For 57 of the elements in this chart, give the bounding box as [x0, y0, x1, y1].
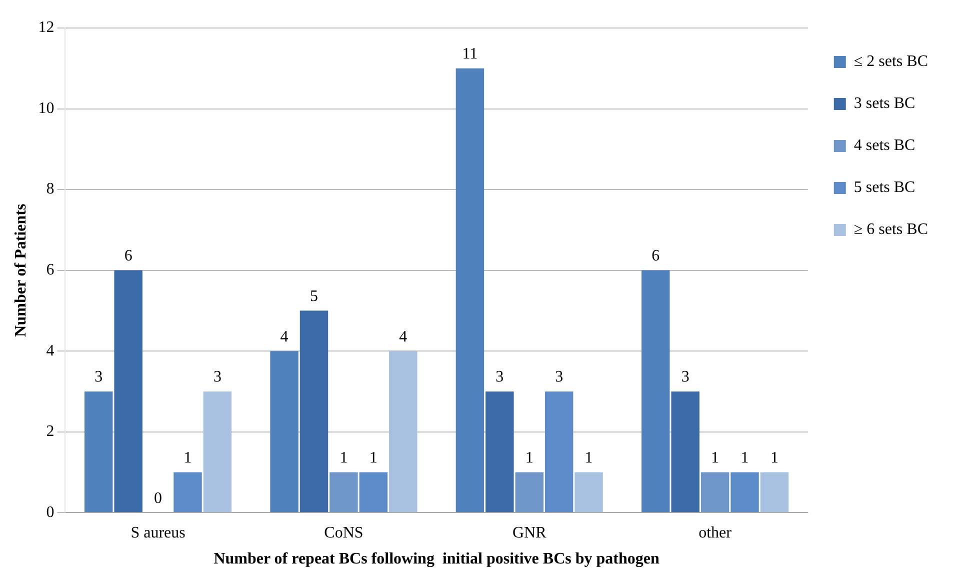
data-label: 3 — [94, 368, 103, 386]
data-label: 1 — [584, 449, 593, 466]
data-label: 4 — [399, 328, 408, 346]
bar — [486, 391, 514, 512]
data-label: 6 — [124, 248, 132, 265]
bar — [84, 391, 113, 512]
legend-label: 3 sets BC — [854, 95, 916, 112]
data-label: 0 — [154, 490, 162, 507]
bar — [203, 391, 232, 512]
x-tick-label: S aureus — [130, 524, 186, 542]
data-label: 1 — [525, 449, 534, 466]
bar — [114, 270, 142, 512]
data-label: 3 — [555, 368, 564, 386]
x-axis-title: Number of repeat BCs following initial positive BCs by pathogen — [214, 550, 660, 568]
data-label: 5 — [310, 288, 318, 305]
data-label: 3 — [681, 368, 690, 386]
data-label: 1 — [770, 449, 778, 466]
y-tick-label: 8 — [46, 180, 54, 198]
bar — [456, 68, 484, 512]
y-tick-label: 2 — [46, 423, 54, 440]
bar — [359, 472, 388, 512]
y-axis-title: Number of Patients — [12, 204, 30, 337]
data-label: 3 — [213, 368, 222, 386]
legend-label: 4 sets BC — [854, 137, 916, 154]
legend-label: 5 sets BC — [854, 179, 916, 196]
data-label: 1 — [340, 449, 348, 466]
y-tick-label: 0 — [46, 504, 54, 521]
y-tick-label: 12 — [38, 19, 54, 36]
data-label: 4 — [280, 328, 288, 346]
legend-label: ≥ 6 sets BC — [854, 221, 928, 238]
x-tick-label: GNR — [512, 524, 547, 542]
bar — [515, 472, 544, 512]
bar — [544, 391, 574, 512]
bar — [574, 472, 603, 512]
bar — [174, 472, 202, 512]
data-label: 1 — [369, 449, 378, 466]
y-tick-label: 10 — [38, 100, 54, 117]
data-label: 1 — [740, 449, 749, 466]
data-label: 1 — [184, 449, 192, 466]
bar — [671, 391, 700, 512]
data-label: 3 — [496, 368, 504, 386]
bar — [330, 472, 358, 512]
bar — [700, 472, 730, 512]
legend-label: ≤ 2 sets BC — [854, 53, 928, 70]
data-label: 6 — [652, 248, 660, 265]
bar — [642, 270, 670, 512]
bar — [389, 351, 418, 512]
x-tick-label: CoNS — [324, 524, 364, 542]
bar — [760, 472, 789, 512]
bar — [300, 310, 328, 512]
y-tick-label: 4 — [46, 342, 54, 360]
y-tick-label: 6 — [46, 262, 54, 279]
bar — [730, 472, 759, 512]
data-label: 1 — [711, 449, 720, 466]
x-tick-label: other — [698, 524, 732, 542]
bar — [270, 351, 298, 512]
data-label: 11 — [462, 46, 478, 63]
